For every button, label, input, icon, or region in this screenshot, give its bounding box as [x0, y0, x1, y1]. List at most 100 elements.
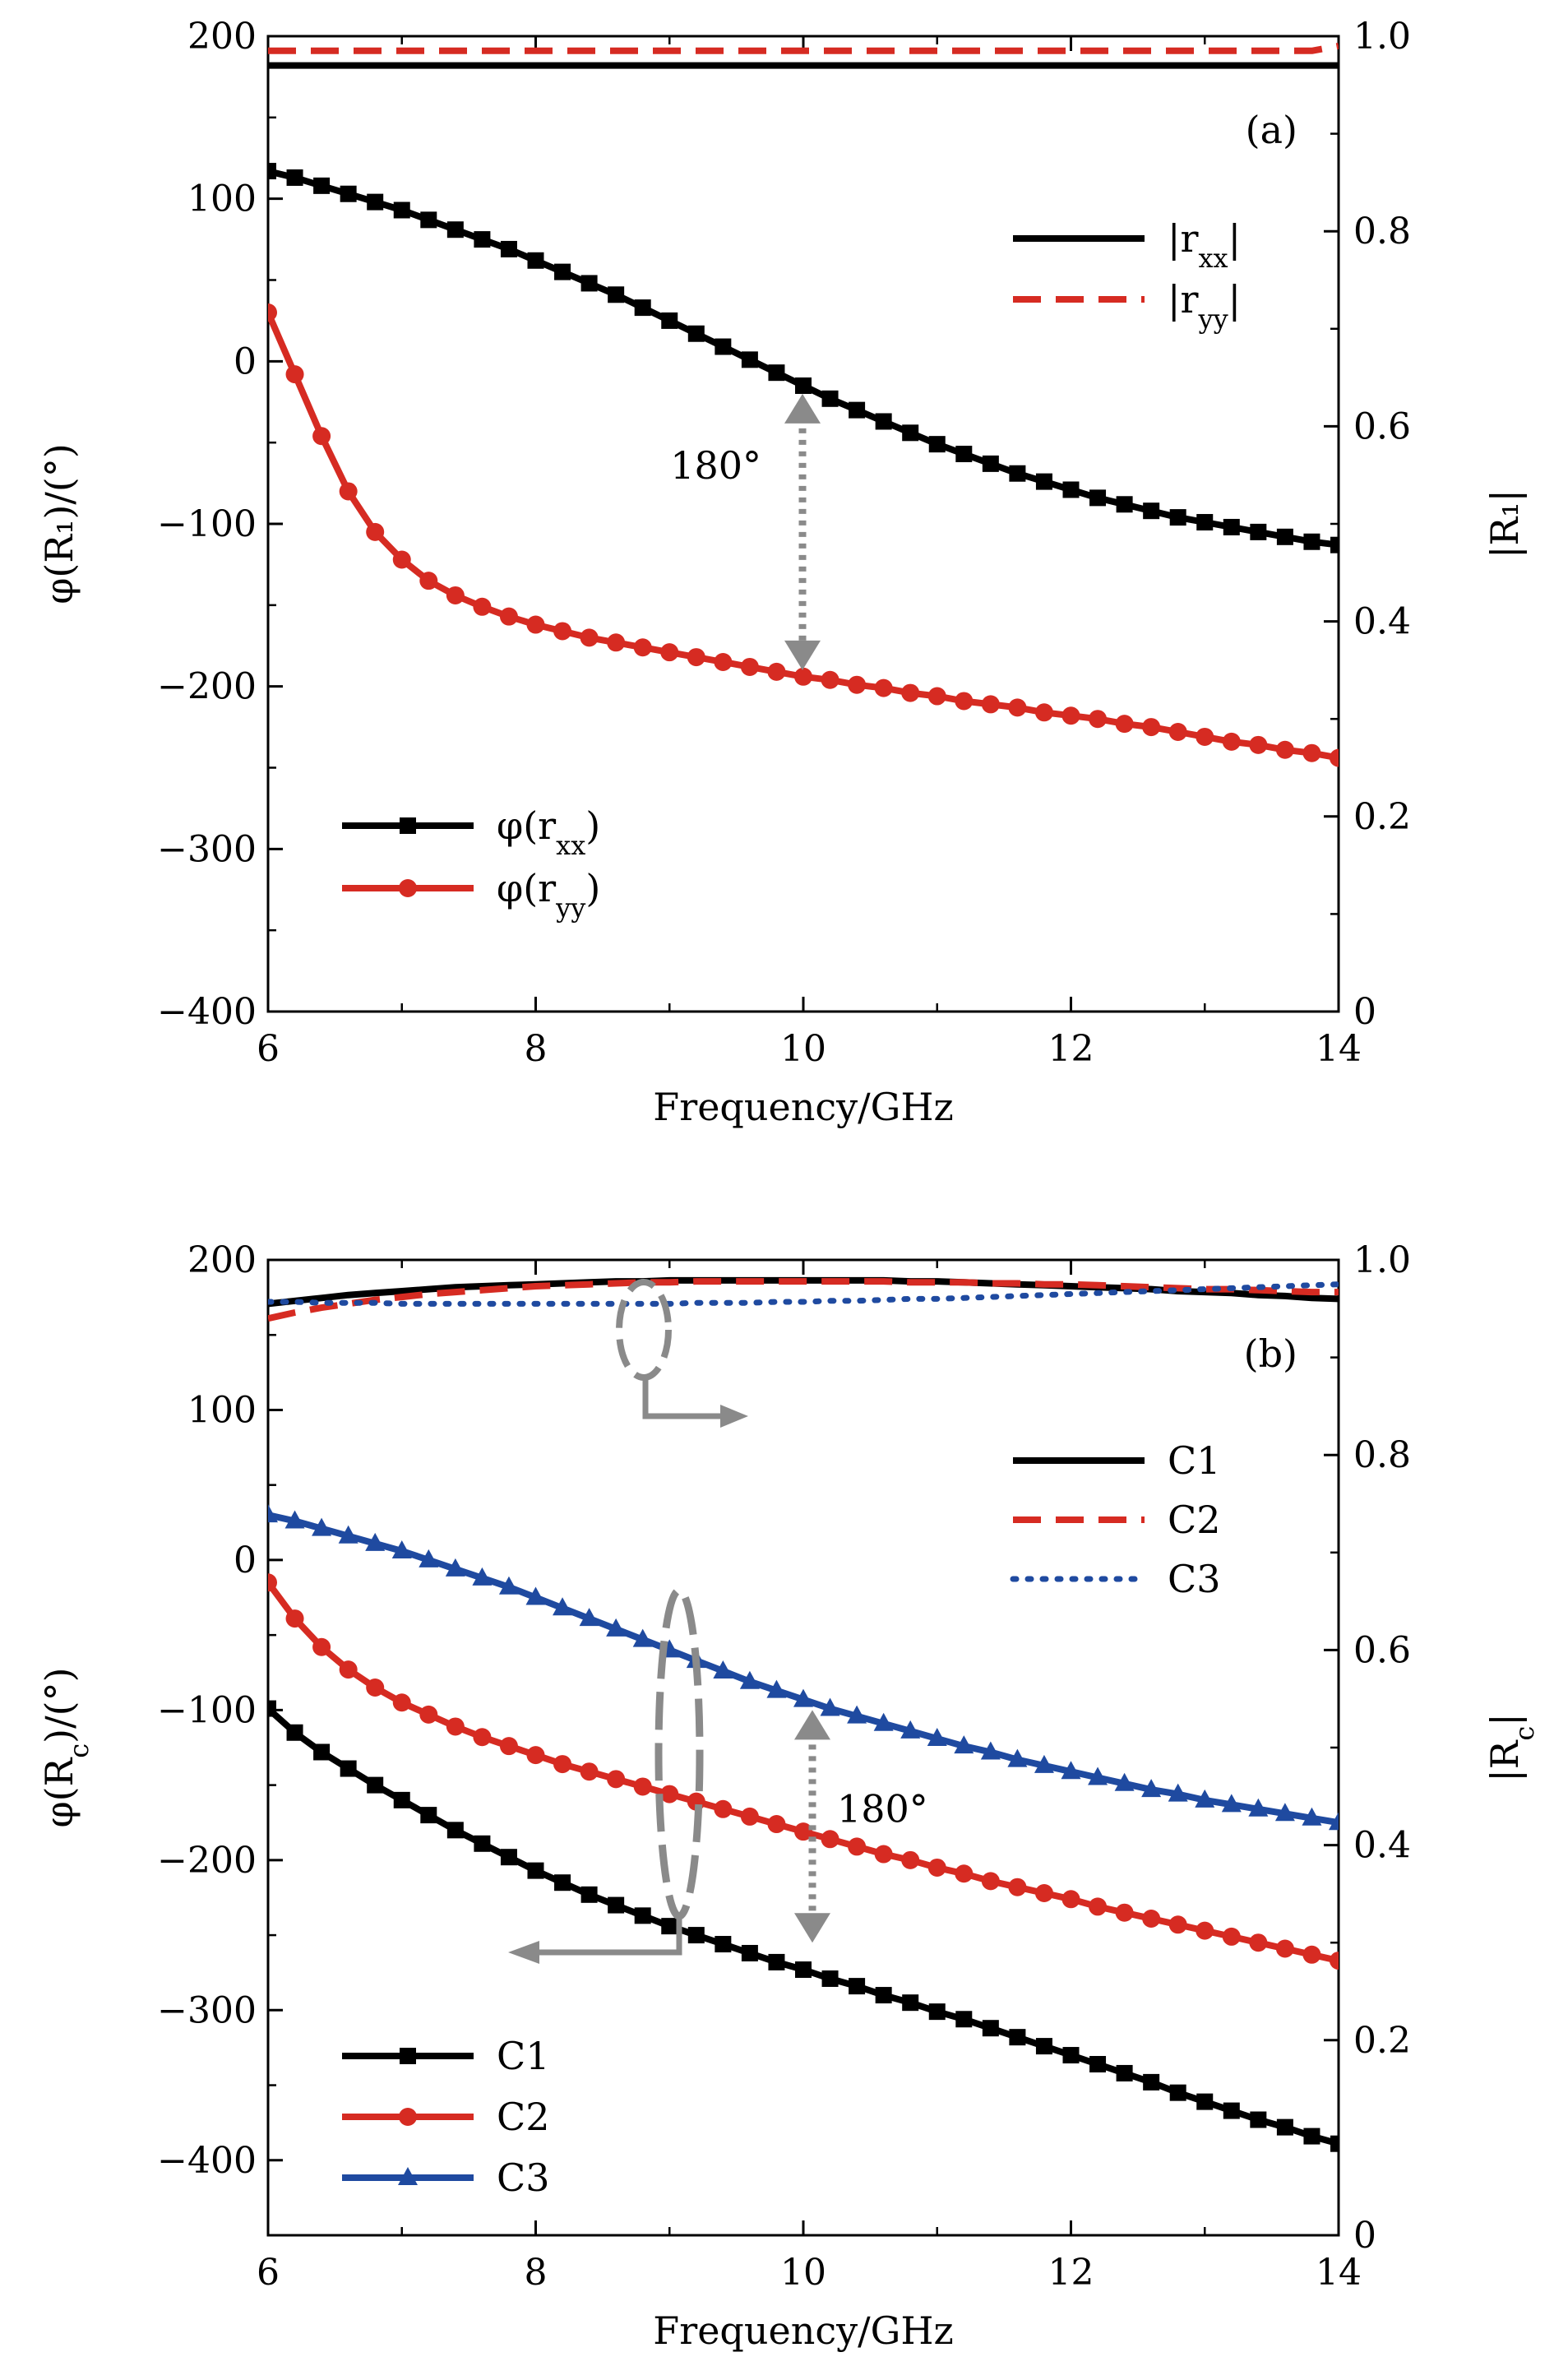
- data-point-square: [1276, 528, 1293, 545]
- data-point-circle: [1168, 1915, 1187, 1934]
- series-line-phase-1: [268, 1580, 1339, 1965]
- data-point-square: [313, 177, 331, 194]
- legend-mag-1-label: |ryy|: [1168, 277, 1241, 335]
- data-point-circle: [446, 586, 465, 604]
- y-tick-label: 0: [234, 340, 257, 382]
- data-point-circle: [981, 695, 1000, 714]
- data-point-square: [1089, 489, 1107, 507]
- data-point-square: [634, 299, 651, 317]
- data-point-circle: [848, 1837, 867, 1856]
- data-point-triangle: [1141, 1779, 1162, 1798]
- data-point-circle: [1249, 735, 1268, 754]
- arrow-to-right-axis: [642, 1378, 724, 1419]
- data-point-circle: [767, 1815, 786, 1834]
- data-point-circle: [901, 683, 920, 702]
- y-right-tick-label: 0.8: [1353, 211, 1411, 252]
- data-point-square: [687, 1927, 705, 1944]
- data-point-square: [1089, 2055, 1107, 2072]
- data-point-circle: [285, 365, 304, 384]
- legend-mag-0-label: C1: [1168, 1438, 1220, 1483]
- data-point-circle: [1008, 1878, 1027, 1896]
- y-right-tick-label: 0: [1353, 991, 1376, 1033]
- data-point-circle: [580, 1762, 599, 1781]
- data-point-square: [1196, 514, 1214, 531]
- data-point-triangle: [1007, 1748, 1028, 1767]
- data-point-triangle: [312, 1517, 332, 1536]
- data-point-square: [340, 185, 357, 202]
- data-point-circle: [714, 1799, 733, 1818]
- legend-phase-1-label: φ(ryy): [497, 866, 600, 924]
- data-point-square: [768, 1953, 785, 1970]
- data-point-triangle: [1061, 1761, 1081, 1780]
- x-tick-label: 14: [1316, 2252, 1362, 2294]
- data-point-square: [661, 1918, 678, 1935]
- data-point-circle: [580, 628, 599, 647]
- data-point-circle: [955, 692, 974, 711]
- data-point-triangle: [1114, 1772, 1135, 1791]
- y-axis-title: φ(R₁)/(°): [37, 443, 81, 604]
- data-point-circle: [312, 1637, 331, 1656]
- data-point-triangle: [525, 1586, 546, 1605]
- data-point-triangle: [873, 1712, 894, 1731]
- y-tick-label: −200: [157, 1840, 257, 1882]
- data-point-circle: [1034, 1883, 1053, 1902]
- y-axis-title: φ(Rc)/(°): [37, 1667, 95, 1827]
- data-point-square: [1143, 502, 1160, 520]
- data-point-circle: [268, 1573, 277, 1592]
- data-point-square: [849, 1978, 866, 1995]
- data-point-square: [367, 193, 384, 211]
- y-right-tick-label: 1.0: [1353, 16, 1411, 58]
- y-right-tick-label: 0.6: [1353, 1629, 1411, 1671]
- legend-mag-2-label: C3: [1168, 1557, 1220, 1601]
- data-point-circle: [1034, 703, 1053, 722]
- data-point-circle: [1196, 727, 1214, 746]
- y-right-axis-title: |Rc|: [1482, 1713, 1540, 1782]
- data-point-square: [982, 455, 999, 472]
- data-point-square: [393, 201, 410, 219]
- data-point-triangle: [1248, 1798, 1269, 1817]
- data-point-square: [715, 1936, 732, 1953]
- data-point-square: [420, 211, 437, 229]
- arrow-to-left-axis-head: [508, 1941, 539, 1964]
- data-point-triangle: [284, 1510, 305, 1529]
- legend-phase-1-marker: [399, 2108, 417, 2126]
- legend-mag-0-label: |rxx|: [1168, 216, 1241, 274]
- group-ellipse-magnitude: [616, 1279, 672, 1381]
- y-right-tick-label: 0.2: [1353, 2020, 1411, 2062]
- data-point-square: [1196, 2093, 1214, 2110]
- y-right-tick-label: 0.6: [1353, 405, 1411, 447]
- y-right-tick-label: 0.4: [1353, 1825, 1411, 1867]
- x-tick-label: 12: [1048, 1028, 1094, 1070]
- y-tick-label: 0: [234, 1540, 257, 1581]
- data-point-square: [608, 1896, 625, 1914]
- y-tick-label: 200: [187, 1239, 257, 1281]
- data-point-square: [687, 325, 705, 342]
- data-point-circle: [1302, 743, 1321, 762]
- data-point-square: [313, 1743, 331, 1761]
- data-point-circle: [607, 633, 626, 652]
- data-point-circle: [1330, 748, 1339, 767]
- data-point-square: [1062, 481, 1080, 498]
- data-point-square: [821, 390, 839, 407]
- annotation-arrowhead-down: [794, 1913, 830, 1943]
- data-point-circle: [821, 670, 839, 689]
- data-point-circle: [633, 638, 652, 657]
- data-point-circle: [446, 1717, 465, 1736]
- data-point-triangle: [1195, 1789, 1215, 1808]
- data-point-circle: [1115, 715, 1134, 734]
- data-point-square: [608, 286, 625, 303]
- plot-area: [268, 42, 1339, 767]
- data-point-square: [849, 401, 866, 419]
- data-point-circle: [268, 303, 277, 322]
- legend-mag-1-label: C2: [1168, 1498, 1220, 1542]
- data-point-circle: [1008, 698, 1027, 717]
- data-point-square: [446, 1822, 464, 1839]
- x-tick-label: 8: [525, 2252, 548, 2294]
- data-point-square: [580, 275, 598, 292]
- data-point-circle: [740, 657, 759, 676]
- data-point-circle: [366, 522, 385, 541]
- data-point-circle: [526, 1746, 545, 1765]
- data-point-circle: [1222, 732, 1241, 751]
- data-point-square: [1303, 2128, 1320, 2145]
- data-point-circle: [1302, 1945, 1321, 1964]
